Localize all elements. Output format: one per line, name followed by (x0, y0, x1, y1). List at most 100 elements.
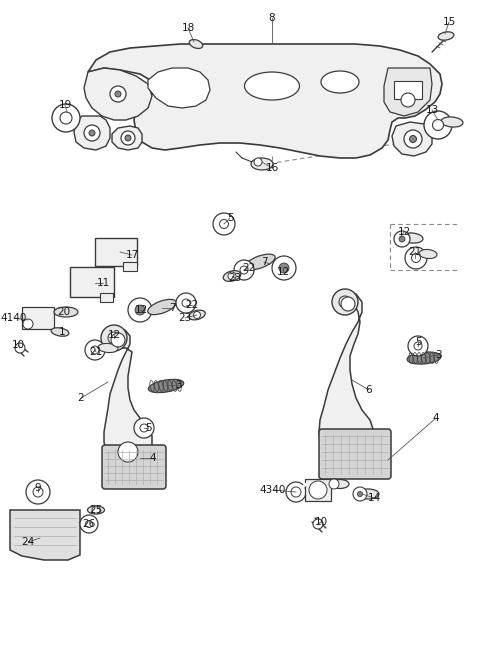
Circle shape (80, 515, 98, 533)
Circle shape (23, 319, 33, 329)
Circle shape (108, 332, 120, 344)
Circle shape (405, 247, 427, 269)
Circle shape (399, 236, 405, 242)
Ellipse shape (251, 158, 273, 170)
Bar (305, 479, 331, 501)
Circle shape (85, 521, 93, 527)
Circle shape (279, 263, 289, 273)
Polygon shape (84, 68, 152, 120)
Ellipse shape (54, 307, 78, 317)
Circle shape (121, 131, 135, 145)
Ellipse shape (357, 489, 379, 499)
Circle shape (134, 418, 154, 438)
Text: 23: 23 (228, 273, 241, 283)
Circle shape (213, 213, 235, 235)
Ellipse shape (441, 117, 463, 127)
Circle shape (182, 299, 190, 307)
Text: 4: 4 (432, 413, 439, 423)
Text: 24: 24 (22, 537, 35, 547)
Bar (394, 81, 422, 99)
Text: 10: 10 (314, 517, 327, 527)
Ellipse shape (51, 328, 69, 336)
Circle shape (240, 266, 248, 274)
Polygon shape (104, 328, 152, 461)
Text: 4: 4 (150, 453, 156, 463)
Text: 8: 8 (269, 13, 276, 23)
Circle shape (414, 342, 422, 350)
Circle shape (234, 260, 254, 280)
Text: 15: 15 (443, 17, 456, 27)
Circle shape (135, 305, 145, 315)
Circle shape (140, 424, 148, 432)
Ellipse shape (419, 250, 437, 258)
Text: 21: 21 (408, 247, 421, 257)
Text: 5: 5 (415, 337, 421, 347)
Ellipse shape (148, 379, 184, 392)
Polygon shape (392, 122, 432, 156)
FancyBboxPatch shape (319, 429, 391, 479)
Ellipse shape (223, 271, 241, 282)
Circle shape (313, 519, 323, 529)
Circle shape (309, 481, 327, 499)
Circle shape (332, 289, 358, 315)
Circle shape (408, 336, 428, 356)
Text: 2: 2 (78, 393, 84, 403)
Circle shape (353, 487, 367, 501)
Text: 12: 12 (397, 227, 410, 237)
Text: 13: 13 (425, 105, 439, 115)
Text: 22: 22 (185, 300, 199, 310)
Circle shape (176, 293, 196, 313)
Text: 10: 10 (12, 340, 24, 350)
Text: 22: 22 (242, 263, 256, 273)
Text: 26: 26 (83, 519, 96, 529)
Circle shape (394, 231, 410, 247)
Circle shape (52, 104, 80, 132)
Text: 9: 9 (35, 483, 41, 493)
Text: 5: 5 (144, 423, 151, 433)
Polygon shape (112, 126, 142, 150)
Text: 25: 25 (89, 505, 103, 515)
Ellipse shape (407, 352, 441, 364)
Text: 5: 5 (227, 213, 233, 223)
Circle shape (101, 325, 127, 351)
Circle shape (358, 491, 362, 497)
Ellipse shape (98, 343, 118, 353)
Polygon shape (74, 116, 110, 150)
Circle shape (339, 296, 351, 308)
Circle shape (33, 487, 43, 497)
Circle shape (254, 158, 262, 166)
Bar (123, 262, 137, 270)
Text: 7: 7 (261, 257, 267, 267)
Circle shape (329, 479, 339, 489)
Ellipse shape (321, 71, 359, 93)
Circle shape (432, 120, 444, 131)
Polygon shape (148, 68, 210, 108)
Bar (70, 267, 114, 297)
Circle shape (85, 340, 105, 360)
Circle shape (286, 482, 306, 502)
Circle shape (411, 254, 420, 262)
Text: 6: 6 (366, 385, 372, 395)
Text: 1: 1 (59, 327, 65, 337)
Circle shape (125, 135, 131, 141)
Circle shape (92, 506, 100, 514)
Text: 12: 12 (134, 305, 148, 315)
Circle shape (401, 93, 415, 107)
Ellipse shape (189, 40, 203, 48)
Text: 11: 11 (96, 278, 109, 288)
Ellipse shape (189, 310, 205, 320)
Circle shape (118, 442, 138, 462)
Polygon shape (10, 510, 80, 560)
Text: 12: 12 (276, 267, 289, 277)
Text: 3: 3 (175, 380, 181, 390)
Circle shape (272, 256, 296, 280)
Circle shape (404, 130, 422, 148)
Text: 23: 23 (179, 313, 192, 323)
Ellipse shape (87, 506, 105, 514)
Circle shape (60, 112, 72, 124)
Text: 21: 21 (89, 347, 103, 357)
Circle shape (219, 220, 228, 228)
Text: 4140: 4140 (1, 313, 27, 323)
FancyBboxPatch shape (102, 445, 166, 489)
Bar (95, 238, 137, 266)
